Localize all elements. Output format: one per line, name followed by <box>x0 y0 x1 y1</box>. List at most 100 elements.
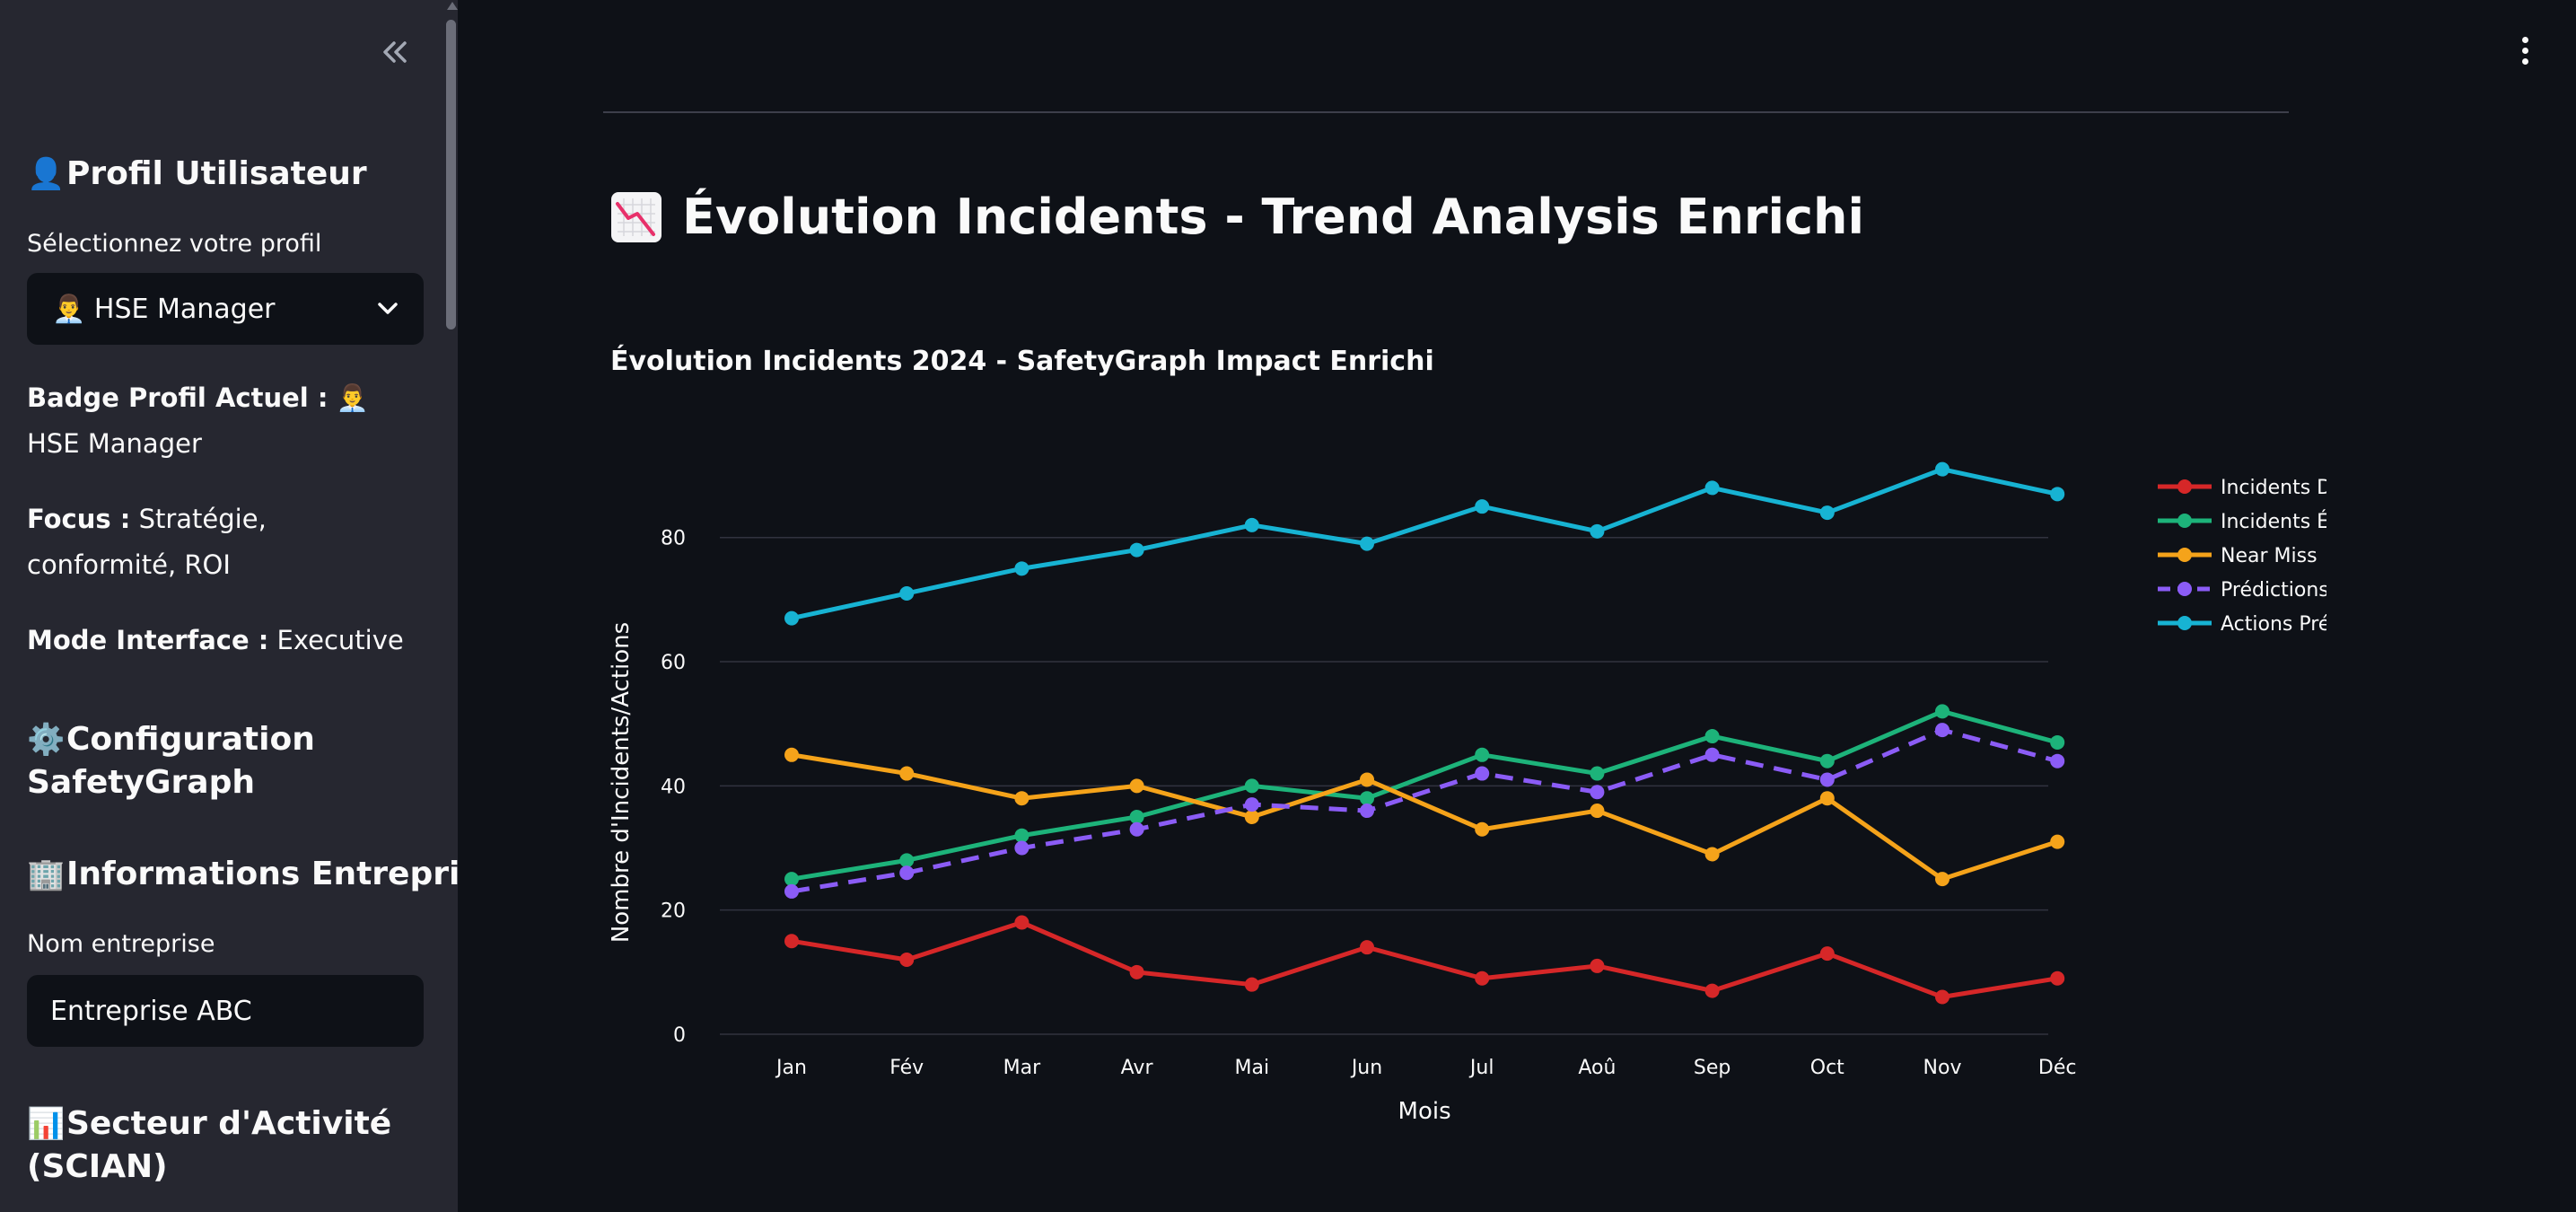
data-point <box>1819 753 1835 768</box>
bar-chart-icon: 📊 <box>27 1106 66 1142</box>
data-point <box>1475 821 1490 837</box>
data-point <box>1819 791 1835 806</box>
data-point <box>1475 747 1490 762</box>
data-point <box>1475 499 1490 514</box>
profile-section-title: Profil Utilisateur <box>66 155 367 192</box>
data-point <box>899 853 915 868</box>
data-point <box>1704 983 1720 998</box>
x-axis-title: Mois <box>1398 1098 1451 1125</box>
chevron-down-icon <box>378 303 398 314</box>
data-point <box>784 934 799 949</box>
double-chevron-left-icon <box>383 41 407 63</box>
focus-label: Focus : <box>27 504 131 534</box>
config-section-heading: ⚙️Configuration SafetyGraph <box>27 718 424 804</box>
sidebar: 👤Profil Utilisateur Sélectionnez votre p… <box>0 0 458 1212</box>
company-section-heading: 🏢Informations Entreprise <box>27 853 458 896</box>
data-point <box>1129 964 1144 979</box>
profile-select-value: 👨‍💼 HSE Manager <box>52 293 276 325</box>
data-point <box>2050 734 2065 750</box>
legend-marker <box>2177 582 2192 596</box>
data-point <box>1244 517 1259 532</box>
x-tick-label: Nov <box>1923 1057 1962 1079</box>
series-line <box>791 708 2058 882</box>
data-point <box>1360 940 1374 955</box>
data-point <box>1475 970 1490 986</box>
sidebar-scroll-thumb[interactable] <box>446 20 456 329</box>
y-tick-label: 0 <box>673 1024 686 1047</box>
y-tick-label: 40 <box>661 776 686 798</box>
x-tick-label: Mar <box>1003 1057 1041 1079</box>
data-point <box>1014 561 1030 576</box>
sidebar-scrollbar[interactable] <box>443 0 458 1212</box>
x-tick-label: Fév <box>889 1057 924 1079</box>
focus-text: Focus : Stratégie, conformité, ROI <box>27 496 424 588</box>
data-point <box>1244 977 1259 992</box>
y-tick-label: 20 <box>661 900 686 923</box>
legend-label: Incidents Évités <box>2221 510 2326 533</box>
data-point <box>784 872 799 887</box>
series-line <box>791 752 2058 882</box>
company-name-label: Nom entreprise <box>27 930 215 958</box>
page-title-text: Évolution Incidents - Trend Analysis Enr… <box>682 189 1865 245</box>
series-line <box>791 920 2058 1000</box>
data-point <box>1590 766 1605 781</box>
chart-title: Évolution Incidents 2024 - SafetyGraph I… <box>610 345 1434 377</box>
data-point <box>1360 804 1374 819</box>
dot <box>2521 58 2528 65</box>
y-axis-title: Nombre d'Incidents/Actions <box>608 622 635 943</box>
company-name-value: Entreprise ABC <box>50 995 252 1027</box>
data-point <box>784 747 799 762</box>
data-point <box>1590 785 1605 800</box>
series-line <box>791 727 2058 894</box>
data-point <box>1129 542 1144 558</box>
data-point <box>1590 958 1605 973</box>
data-point <box>1014 840 1030 856</box>
scroll-up-arrow-icon[interactable] <box>447 2 458 10</box>
profile-select-label: Sélectionnez votre profil <box>27 230 322 258</box>
building-icon: 🏢 <box>27 856 66 892</box>
x-tick-label: Jan <box>775 1057 807 1079</box>
incidents-line-chart: Évolution Incidents 2024 - SafetyGraph I… <box>608 345 2326 1125</box>
badge-profile-value: 👨‍💼 HSE Manager <box>27 382 369 459</box>
data-point <box>1129 809 1144 824</box>
company-name-input[interactable]: Entreprise ABC <box>27 975 424 1047</box>
main-content: Évolution Incidents - Trend Analysis Enr… <box>458 0 2576 1212</box>
data-point <box>1590 804 1605 819</box>
data-point <box>1819 946 1835 962</box>
y-tick-label: 60 <box>661 652 686 674</box>
x-tick-label: Aoû <box>1578 1057 1616 1079</box>
data-point <box>1129 778 1144 794</box>
mode-interface-value: Executive <box>276 625 404 655</box>
x-tick-label: Sep <box>1694 1057 1730 1079</box>
dot <box>2521 48 2528 54</box>
sector-section-heading: 📊Secteur d'Activité (SCIAN) <box>27 1102 424 1189</box>
data-point <box>2050 834 2065 849</box>
data-point <box>899 953 915 968</box>
data-point <box>1935 989 1950 1005</box>
series-line <box>791 467 2058 621</box>
data-point <box>1704 480 1720 496</box>
data-point <box>1014 791 1030 806</box>
x-tick-label: Mai <box>1235 1057 1270 1079</box>
data-point <box>2050 487 2065 502</box>
data-point <box>1475 766 1490 781</box>
user-icon: 👤 <box>27 156 66 192</box>
data-point <box>1590 523 1605 539</box>
data-point <box>1935 461 1950 477</box>
data-point <box>1244 809 1259 824</box>
legend-label: Incidents Déclarés <box>2221 477 2326 499</box>
legend-marker <box>2177 479 2192 494</box>
main-menu-button[interactable] <box>2511 34 2538 70</box>
profile-select[interactable]: 👨‍💼 HSE Manager <box>27 273 424 345</box>
mode-interface-label: Mode Interface : <box>27 625 269 655</box>
legend-marker <box>2177 514 2192 528</box>
legend-label: Prédictions IA <box>2221 579 2326 602</box>
data-point <box>2050 970 2065 986</box>
x-tick-label: Jun <box>1350 1057 1382 1079</box>
data-point <box>1014 915 1030 930</box>
data-point <box>1360 772 1374 787</box>
data-point <box>1935 704 1950 719</box>
data-point <box>1360 536 1374 551</box>
collapse-sidebar-button[interactable] <box>375 32 415 72</box>
data-point <box>899 585 915 601</box>
